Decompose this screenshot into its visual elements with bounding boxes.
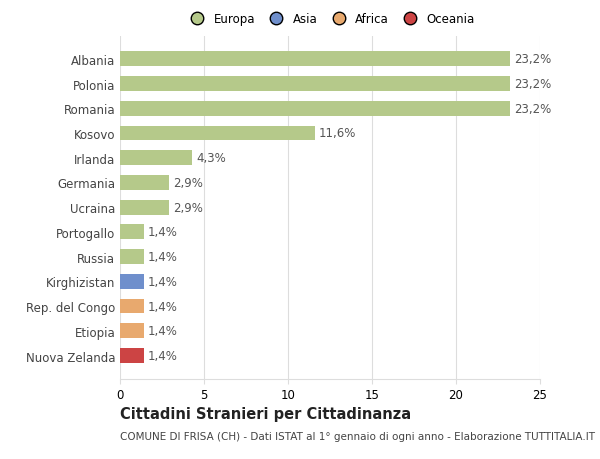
Bar xyxy=(120,274,143,289)
Bar xyxy=(120,225,143,240)
Bar xyxy=(120,126,315,141)
Bar xyxy=(120,176,169,190)
Legend: Europa, Asia, Africa, Oceania: Europa, Asia, Africa, Oceania xyxy=(181,8,479,31)
Text: 1,4%: 1,4% xyxy=(148,251,178,263)
Text: 23,2%: 23,2% xyxy=(514,102,551,116)
Text: 2,9%: 2,9% xyxy=(173,201,203,214)
Bar xyxy=(120,101,510,117)
Text: 1,4%: 1,4% xyxy=(148,275,178,288)
Text: Cittadini Stranieri per Cittadinanza: Cittadini Stranieri per Cittadinanza xyxy=(120,406,411,421)
Bar xyxy=(120,250,143,264)
Bar xyxy=(120,52,510,67)
Text: COMUNE DI FRISA (CH) - Dati ISTAT al 1° gennaio di ogni anno - Elaborazione TUTT: COMUNE DI FRISA (CH) - Dati ISTAT al 1° … xyxy=(120,431,595,442)
Text: 23,2%: 23,2% xyxy=(514,78,551,91)
Text: 11,6%: 11,6% xyxy=(319,127,356,140)
Text: 1,4%: 1,4% xyxy=(148,349,178,362)
Bar xyxy=(120,200,169,215)
Bar xyxy=(120,151,192,166)
Bar xyxy=(120,299,143,314)
Text: 4,3%: 4,3% xyxy=(196,152,226,165)
Bar xyxy=(120,77,510,92)
Text: 1,4%: 1,4% xyxy=(148,300,178,313)
Bar xyxy=(120,324,143,338)
Text: 1,4%: 1,4% xyxy=(148,325,178,337)
Bar xyxy=(120,348,143,363)
Text: 23,2%: 23,2% xyxy=(514,53,551,66)
Text: 2,9%: 2,9% xyxy=(173,177,203,190)
Text: 1,4%: 1,4% xyxy=(148,226,178,239)
